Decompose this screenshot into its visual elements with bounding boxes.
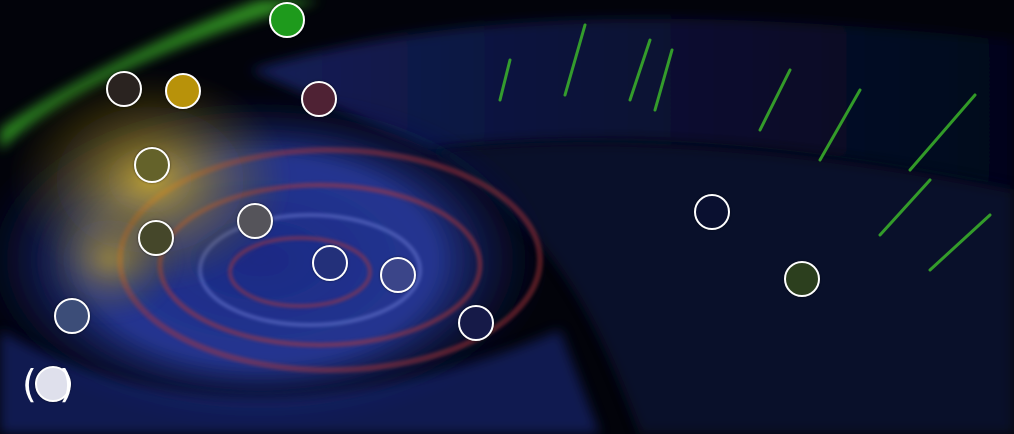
marker-10[interactable] [694,194,730,230]
marker-13[interactable] [458,305,494,341]
marker-7[interactable] [138,220,174,256]
marker-5[interactable] [134,147,170,183]
right-sheet [430,142,1014,434]
marker-1[interactable] [269,2,305,38]
marker-3[interactable] [165,73,201,109]
marker-4[interactable] [301,81,337,117]
marker-6[interactable] [237,203,273,239]
marker-14[interactable] [35,366,71,402]
lower-tail [0,330,600,434]
green-streaks [498,23,992,272]
marker-2[interactable] [106,71,142,107]
marker-12[interactable] [54,298,90,334]
marker-9[interactable] [380,257,416,293]
marker-8[interactable] [312,245,348,281]
marker-11[interactable] [784,261,820,297]
